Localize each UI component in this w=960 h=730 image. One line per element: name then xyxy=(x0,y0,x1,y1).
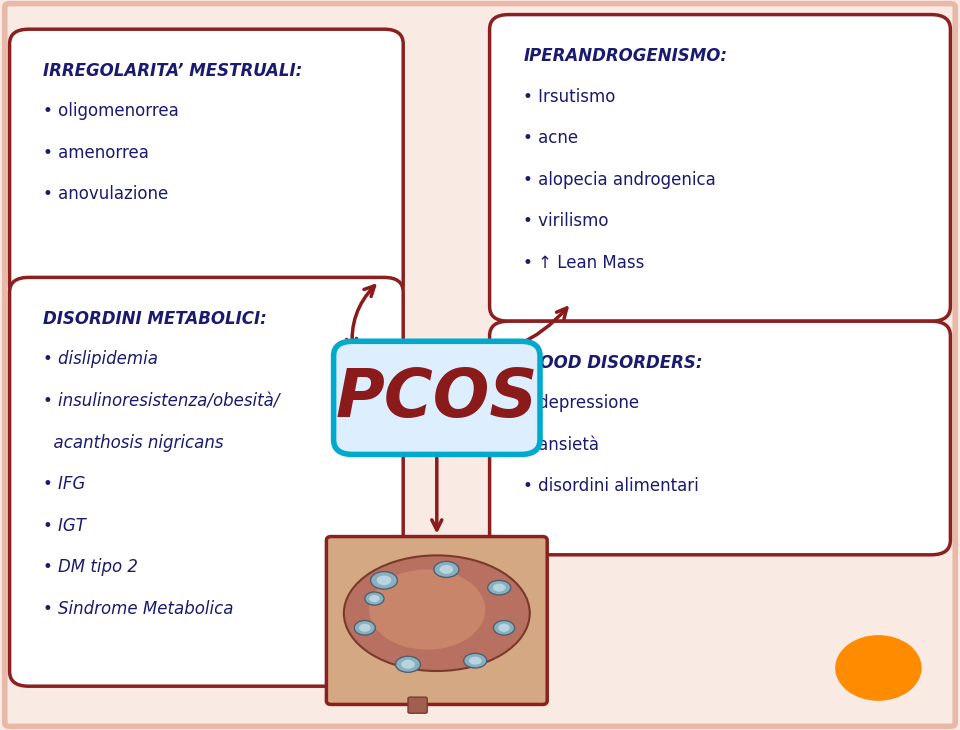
Ellipse shape xyxy=(464,653,487,668)
Ellipse shape xyxy=(369,569,485,650)
Ellipse shape xyxy=(401,660,415,669)
Text: • Irsutismo: • Irsutismo xyxy=(523,88,615,106)
Text: • acne: • acne xyxy=(523,129,578,147)
Text: IRREGOLARITA’ MESTRUALI:: IRREGOLARITA’ MESTRUALI: xyxy=(43,62,302,80)
Text: • IGT: • IGT xyxy=(43,517,86,535)
Text: DISORDINI METABOLICI:: DISORDINI METABOLICI: xyxy=(43,310,267,328)
Ellipse shape xyxy=(376,575,392,585)
Ellipse shape xyxy=(492,584,506,591)
Ellipse shape xyxy=(468,657,482,664)
Ellipse shape xyxy=(488,580,511,595)
Text: • oligomenorrea: • oligomenorrea xyxy=(43,102,179,120)
FancyBboxPatch shape xyxy=(326,537,547,704)
Ellipse shape xyxy=(371,572,397,589)
Text: • depressione: • depressione xyxy=(523,394,639,412)
Text: • insulinoresistenza/obesità/: • insulinoresistenza/obesità/ xyxy=(43,392,279,410)
Text: acanthosis nigricans: acanthosis nigricans xyxy=(43,434,224,452)
Ellipse shape xyxy=(369,595,379,602)
FancyBboxPatch shape xyxy=(10,277,403,686)
Text: • virilismo: • virilismo xyxy=(523,212,609,231)
FancyBboxPatch shape xyxy=(5,4,955,726)
Text: • disordini alimentari: • disordini alimentari xyxy=(523,477,699,496)
FancyBboxPatch shape xyxy=(490,15,950,321)
Text: IPERANDROGENISMO:: IPERANDROGENISMO: xyxy=(523,47,728,66)
FancyBboxPatch shape xyxy=(334,342,540,454)
Text: • Sindrome Metabolica: • Sindrome Metabolica xyxy=(43,600,233,618)
Ellipse shape xyxy=(396,656,420,672)
Ellipse shape xyxy=(493,620,515,635)
Ellipse shape xyxy=(434,561,459,577)
Ellipse shape xyxy=(359,623,371,632)
Ellipse shape xyxy=(365,592,384,605)
Ellipse shape xyxy=(344,556,530,671)
Text: • anovulazione: • anovulazione xyxy=(43,185,168,204)
Text: • alopecia androgenica: • alopecia androgenica xyxy=(523,171,716,189)
Text: • ansietà: • ansietà xyxy=(523,436,599,454)
Ellipse shape xyxy=(440,565,453,574)
Text: MOOD DISORDERS:: MOOD DISORDERS: xyxy=(523,354,703,372)
Text: • dislipidemia: • dislipidemia xyxy=(43,350,158,369)
Text: • amenorrea: • amenorrea xyxy=(43,144,149,162)
FancyBboxPatch shape xyxy=(490,321,950,555)
Ellipse shape xyxy=(835,635,922,701)
Ellipse shape xyxy=(354,620,375,635)
Ellipse shape xyxy=(498,623,510,632)
Text: • IFG: • IFG xyxy=(43,475,85,493)
Text: • ↑ Lean Mass: • ↑ Lean Mass xyxy=(523,254,644,272)
FancyBboxPatch shape xyxy=(408,697,427,713)
Text: PCOS: PCOS xyxy=(336,365,538,431)
FancyBboxPatch shape xyxy=(10,29,403,299)
Text: • DM tipo 2: • DM tipo 2 xyxy=(43,558,138,577)
